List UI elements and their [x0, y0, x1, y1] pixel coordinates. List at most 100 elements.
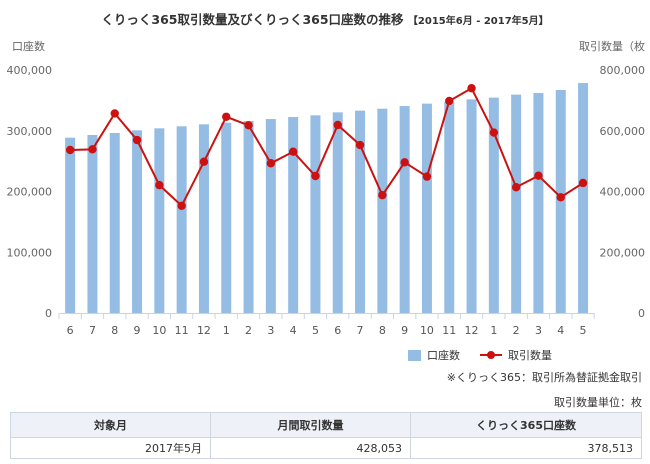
x-tick-label: 12 — [197, 324, 211, 337]
point-trades — [422, 172, 432, 181]
x-tick-label: 4 — [557, 324, 564, 337]
bar-accounts — [288, 117, 299, 313]
chart: 口座数 取引数量（枚 0 100,000 200,000 300,000 400,000 0 2… — [7, 39, 646, 337]
point-trades — [222, 112, 231, 121]
x-tick-label: 9 — [401, 324, 408, 337]
point-trades — [88, 145, 97, 154]
right-axis-title: 取引数量（枚 — [579, 39, 645, 53]
right-tick-label: 600,000 — [600, 125, 646, 138]
point-trades — [534, 171, 543, 180]
bar-accounts — [243, 121, 254, 313]
point-trades — [155, 180, 164, 190]
left-axis-title: 口座数 — [12, 39, 45, 53]
legend-accounts-label: 口座数 — [427, 349, 460, 362]
x-tick-label: 11 — [175, 324, 189, 337]
bar-accounts — [132, 130, 143, 313]
header-month: 対象月 — [10, 412, 211, 438]
point-trades — [311, 171, 320, 181]
cell-accounts: 378,513 — [410, 437, 642, 459]
x-tick-label: 1 — [490, 324, 497, 337]
x-tick-label: 8 — [111, 324, 118, 337]
chart-title: くりっく365取引数量及びくりっく365口座数の推移 【2015年6月 - 20… — [0, 9, 650, 28]
period-text: 【2015年6月 - 2017年5月】 — [407, 16, 549, 27]
bar-accounts — [265, 119, 276, 313]
cell-monthly-volume: 428,053 — [210, 437, 411, 459]
x-tick-label: 8 — [379, 324, 386, 337]
x-tick-label: 12 — [465, 324, 479, 337]
bar-accounts — [65, 137, 76, 313]
point-trades — [378, 190, 387, 200]
point-trades — [333, 120, 342, 130]
x-tick-label: 6 — [67, 324, 74, 337]
x-tick-label: 4 — [290, 324, 297, 337]
left-tick-label: 100,000 — [7, 246, 53, 259]
bar-accounts — [466, 99, 477, 313]
point-trades — [177, 201, 186, 210]
legend-line-marker-icon — [480, 350, 502, 360]
x-tick-label: 11 — [442, 324, 456, 337]
unit-note: 取引数量単位：枚 — [554, 396, 642, 409]
bar-accounts — [109, 132, 120, 313]
bar-accounts — [421, 103, 432, 313]
bar-accounts — [355, 110, 366, 313]
x-tick-label: 7 — [89, 324, 96, 337]
x-tick-label: 3 — [267, 324, 274, 337]
bar-accounts — [555, 89, 566, 313]
bar-accounts — [221, 122, 232, 313]
point-trades — [355, 140, 365, 150]
x-tick-label: 6 — [334, 324, 341, 337]
title-text: くりっく365取引数量及びくりっく365口座数の推移 — [101, 12, 404, 27]
source-note: ※くりっく365：取引所為替証拠金取引 — [446, 371, 642, 384]
right-tick-label: 200,000 — [600, 246, 646, 259]
point-trades — [400, 158, 409, 167]
x-tick-label: 10 — [152, 324, 166, 337]
point-trades — [110, 109, 119, 118]
point-trades — [199, 157, 209, 166]
bar-accounts — [511, 94, 522, 314]
point-trades — [65, 145, 75, 155]
right-tick-label: 800,000 — [600, 64, 646, 77]
table-row: 2017年5月 428,053 378,513 — [10, 437, 642, 459]
bar-accounts — [533, 93, 544, 313]
point-trades — [244, 121, 253, 130]
point-trades — [132, 135, 142, 145]
table-header-row: 対象月 月間取引数量 くりっく365口座数 — [10, 412, 642, 438]
left-tick-label: 0 — [45, 307, 52, 320]
header-accounts: くりっく365口座数 — [410, 412, 642, 438]
summary-table: 対象月 月間取引数量 くりっく365口座数 2017年5月 428,053 37… — [10, 412, 642, 459]
cell-month: 2017年5月 — [10, 437, 211, 459]
point-trades — [467, 84, 476, 93]
x-tick-label: 5 — [580, 324, 587, 337]
left-tick-label: 300,000 — [7, 125, 53, 138]
point-trades — [578, 178, 588, 188]
bar-accounts — [488, 97, 499, 313]
point-trades — [489, 128, 499, 137]
left-tick-label: 200,000 — [7, 186, 53, 199]
point-trades — [288, 147, 298, 156]
bar-accounts — [377, 108, 388, 313]
line-trades — [70, 86, 584, 208]
bar-accounts — [399, 106, 410, 313]
bar-accounts — [444, 101, 455, 313]
legend-bar-swatch — [408, 349, 421, 361]
bar-accounts — [332, 112, 343, 314]
point-trades — [445, 96, 454, 106]
point-trades — [556, 193, 565, 202]
x-tick-label: 7 — [357, 324, 364, 337]
x-tick-label: 5 — [312, 324, 319, 337]
x-tick-label: 3 — [535, 324, 542, 337]
legend-trades-label: 取引数量 — [508, 349, 552, 362]
right-tick-label: 0 — [638, 307, 645, 320]
point-trades — [511, 183, 521, 192]
point-trades — [266, 159, 276, 168]
x-tick-label: 2 — [245, 324, 252, 337]
x-tick-label: 9 — [134, 324, 141, 337]
bar-accounts — [578, 83, 589, 314]
bar-accounts — [198, 124, 209, 313]
legend: 口座数 取引数量 — [408, 347, 552, 363]
bar-accounts — [176, 126, 187, 313]
x-tick-label: 2 — [513, 324, 520, 337]
x-tick-label: 10 — [420, 324, 434, 337]
bar-accounts — [310, 115, 321, 313]
bar-accounts — [87, 135, 98, 313]
